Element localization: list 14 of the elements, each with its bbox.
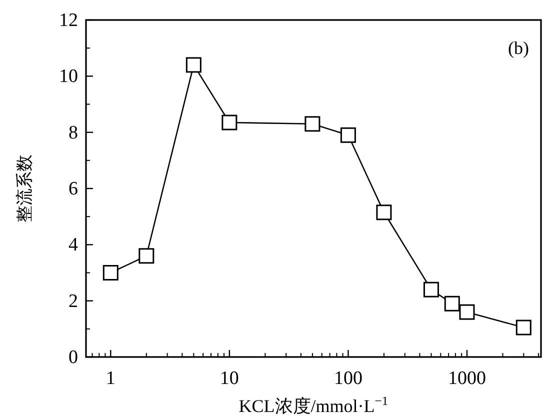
y-tick-label: 12	[59, 10, 78, 31]
x-tick-label: 1	[106, 368, 116, 389]
x-tick-label: 1000	[448, 368, 486, 389]
x-tick-label: 100	[334, 368, 362, 389]
y-tick-label: 0	[68, 347, 78, 368]
x-axis-title: KCL浓度/mmol·L$^{−1}$	[238, 394, 388, 416]
y-tick-label: 6	[68, 178, 78, 200]
x-tick-label: 10	[220, 368, 239, 389]
y-tick-label: 4	[68, 234, 78, 256]
y-tick-label: 10	[59, 66, 78, 88]
y-tick-label: 2	[68, 290, 78, 312]
y-axis-title: 整流系数	[15, 154, 34, 222]
y-tick-label: 8	[68, 122, 78, 144]
annotation: (b)	[508, 38, 529, 58]
